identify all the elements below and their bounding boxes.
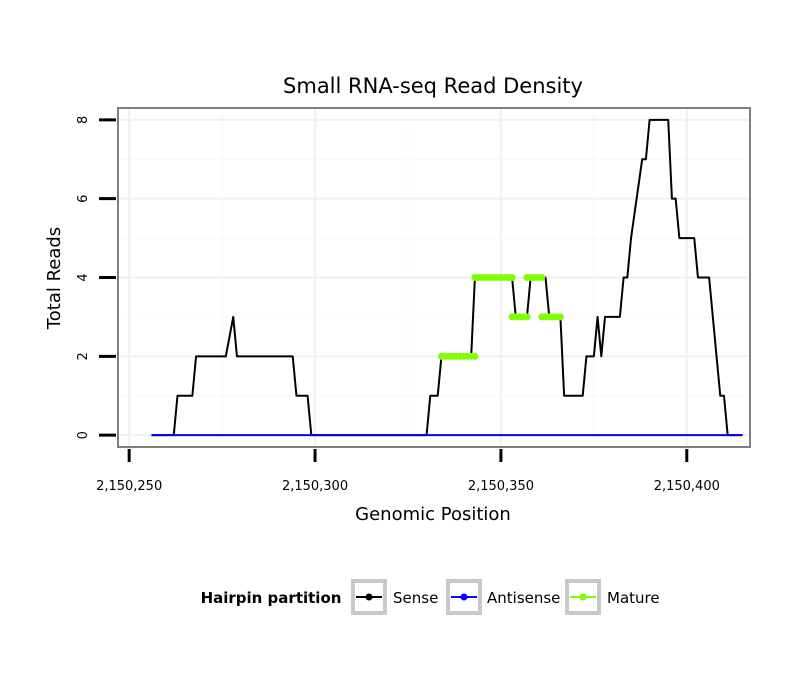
series-layer <box>151 118 743 437</box>
y-tick-label: 6 <box>76 195 91 203</box>
legend-dot-antisense <box>460 593 468 601</box>
legend-dot-sense <box>365 593 373 601</box>
x-axis-label: Genomic Position <box>355 504 511 525</box>
y-tick-label: 0 <box>76 431 91 439</box>
legend-item-mature: Mature <box>565 579 660 615</box>
legend-label-mature: Mature <box>607 589 660 607</box>
y-axis-label: Total Reads <box>44 227 65 330</box>
legend-dot-mature <box>579 593 587 601</box>
x-tick-label: 2,150,400 <box>654 479 720 494</box>
x-tick-label: 2,150,300 <box>282 479 348 494</box>
legend-item-sense: Sense <box>351 579 438 615</box>
y-tick-label: 2 <box>76 352 91 360</box>
plot-border <box>117 107 751 448</box>
mature-point <box>556 313 564 321</box>
legend-title: Hairpin partition <box>201 589 342 607</box>
mature-point <box>471 352 479 360</box>
legend: Hairpin partition Sense Antisense Mature <box>201 579 660 615</box>
chart-title: Small RNA-seq Read Density <box>283 74 583 98</box>
legend-label-antisense: Antisense <box>487 589 560 607</box>
x-tick-label: 2,150,350 <box>468 479 534 494</box>
mature-point <box>523 313 531 321</box>
mature-point <box>538 274 546 281</box>
legend-item-antisense: Antisense <box>446 579 560 615</box>
y-axis: 0 2 4 6 8 <box>76 116 116 439</box>
y-tick-label: 4 <box>76 273 91 281</box>
x-tick-label: 2,150,250 <box>96 479 162 494</box>
mature-point <box>508 274 516 281</box>
legend-label-sense: Sense <box>393 589 438 607</box>
x-axis: 2,150,250 2,150,300 2,150,350 2,150,400 <box>96 449 720 494</box>
y-tick-label: 8 <box>76 116 91 124</box>
